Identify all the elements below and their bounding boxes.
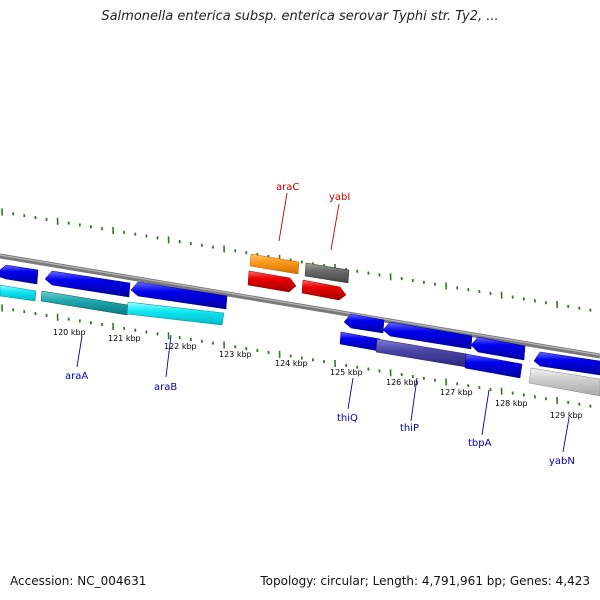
leader-thip bbox=[410, 377, 418, 422]
gene-label-thiq[interactable]: thiQ bbox=[337, 413, 358, 424]
gene-arab-upper-feature[interactable] bbox=[44, 270, 131, 298]
gene-left-edge-feature[interactable] bbox=[0, 264, 39, 285]
gene-labels: araC yabI araA araB thiQ thiP tbpA yabN bbox=[65, 182, 575, 467]
scale-label: 125 kbp bbox=[330, 368, 363, 377]
leader-yabi bbox=[330, 203, 340, 251]
scale-label: 122 kbp bbox=[164, 342, 197, 351]
gene-thip-feature[interactable] bbox=[382, 321, 473, 350]
reverse-strand-features bbox=[0, 264, 600, 397]
forward-strand-features bbox=[247, 253, 350, 301]
scale-label: 126 kbp bbox=[386, 378, 419, 387]
scale-label: 128 kbp bbox=[495, 399, 528, 408]
label-leader-lines bbox=[76, 192, 570, 453]
cds-araa-feature[interactable] bbox=[126, 301, 225, 326]
gene-label-yabi[interactable]: yabI bbox=[329, 192, 350, 203]
cds-yabi-feature[interactable] bbox=[301, 279, 347, 301]
gene-yabn-feature[interactable] bbox=[533, 351, 600, 376]
scale-labels: 120 kbp 121 kbp 122 kbp 123 kbp 124 kbp … bbox=[53, 328, 583, 420]
cds-left-edge-feature[interactable] bbox=[0, 284, 37, 302]
gene-label-arac[interactable]: araC bbox=[276, 182, 299, 193]
scale-label: 121 kbp bbox=[108, 334, 141, 343]
gene-label-thip[interactable]: thiP bbox=[400, 423, 419, 434]
gene-label-araa[interactable]: araA bbox=[65, 371, 88, 382]
leader-araa bbox=[76, 335, 83, 368]
leader-yabn bbox=[562, 417, 570, 453]
gene-arac-feature[interactable] bbox=[249, 253, 300, 275]
cds-yabn-feature[interactable] bbox=[528, 367, 600, 397]
scale-label: 124 kbp bbox=[275, 359, 308, 368]
scale-label: 120 kbp bbox=[53, 328, 86, 337]
gene-araa-upper-feature[interactable] bbox=[130, 281, 228, 310]
leader-arab bbox=[165, 334, 172, 378]
leader-thiq bbox=[347, 377, 354, 410]
leader-arac bbox=[278, 192, 288, 242]
gene-label-arab[interactable]: araB bbox=[154, 382, 177, 393]
gene-yabi-feature[interactable] bbox=[304, 262, 350, 284]
cds-arac-feature[interactable] bbox=[247, 270, 297, 293]
gene-label-tbpa[interactable]: tbpA bbox=[468, 438, 492, 449]
cds-tbpa-feature[interactable] bbox=[464, 353, 523, 379]
genome-title: Salmonella enterica subsp. enterica sero… bbox=[101, 9, 499, 24]
forward-scale-ticks bbox=[1, 208, 592, 312]
gene-thiq-feature[interactable] bbox=[343, 313, 385, 334]
genome-backbone bbox=[0, 253, 600, 359]
gene-label-yabn[interactable]: yabN bbox=[549, 456, 575, 467]
gene-tbpa-upper-feature[interactable] bbox=[470, 336, 526, 361]
topology-summary-text: Topology: circular; Length: 4,791,961 bp… bbox=[260, 574, 590, 588]
leader-tbpa bbox=[481, 389, 490, 436]
accession-text: Accession: NC_004631 bbox=[10, 574, 147, 588]
scale-label: 127 kbp bbox=[440, 388, 473, 397]
scale-label: 123 kbp bbox=[219, 350, 252, 359]
scale-label: 129 kbp bbox=[550, 411, 583, 420]
reverse-scale-ticks bbox=[1, 304, 592, 408]
cds-thiq-feature[interactable] bbox=[339, 331, 381, 352]
cds-arab-feature[interactable] bbox=[40, 290, 129, 316]
